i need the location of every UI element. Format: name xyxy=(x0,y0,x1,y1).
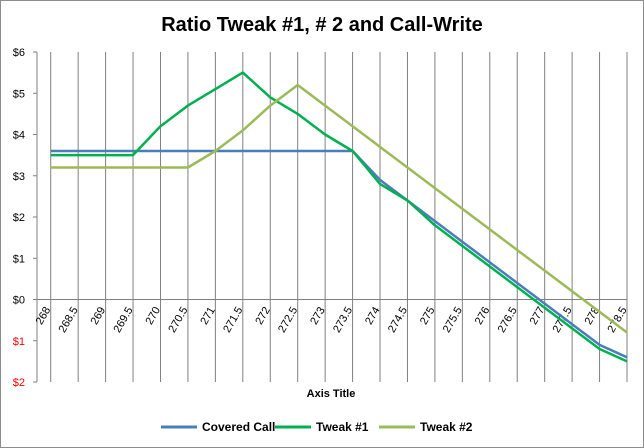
y-tick-labels: $6 $5 $4 $3 $2 $1 $0 $1 $2 xyxy=(13,47,25,389)
x-tick-label: 274.5 xyxy=(386,305,410,335)
x-tick-label: 269.5 xyxy=(111,305,135,335)
x-tick-label: 275.5 xyxy=(441,305,465,335)
legend-label: Covered Call xyxy=(202,420,275,434)
x-tick-label: 270.5 xyxy=(166,305,190,335)
x-tick-label: 276.5 xyxy=(496,305,520,335)
series-line xyxy=(50,83,628,334)
chart-title: Ratio Tweak #1, # 2 and Call-Write xyxy=(161,14,483,36)
x-tick-label: 272.5 xyxy=(276,305,300,335)
series-line xyxy=(50,71,628,363)
axes xyxy=(33,51,627,383)
y-tick-label: $1 xyxy=(13,336,25,348)
legend-label: Tweak #1 xyxy=(316,420,369,434)
x-tick-label: 271.5 xyxy=(221,305,245,335)
y-tick-label: $6 xyxy=(13,47,25,59)
y-tick-label: $5 xyxy=(13,88,25,100)
y-tick-label: $2 xyxy=(13,212,25,224)
x-tick-labels: 268 268.5 269 269.5 270 270.5 271 271.5 272 272.5… xyxy=(34,305,630,335)
legend-label: Tweak #2 xyxy=(420,420,473,434)
x-tick-label: 268.5 xyxy=(57,305,81,335)
y-tick-label: $3 xyxy=(13,171,25,183)
series-lines xyxy=(50,71,628,363)
legend: Covered Call Tweak #1 Tweak #2 xyxy=(161,420,473,434)
x-tick-label: 273.5 xyxy=(331,305,355,335)
y-tick-label: $4 xyxy=(13,130,25,142)
y-tick-label: $2 xyxy=(13,377,25,389)
series-line xyxy=(50,149,628,359)
y-tick-label: $0 xyxy=(13,295,25,307)
y-tick-label: $1 xyxy=(13,253,25,265)
x-axis-title: Axis Title xyxy=(307,388,356,400)
